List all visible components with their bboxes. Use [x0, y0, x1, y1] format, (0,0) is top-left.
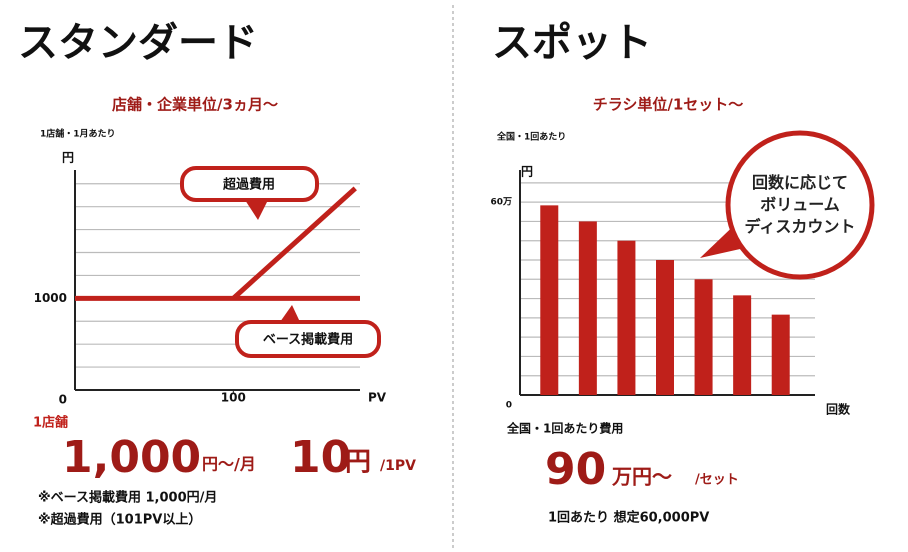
- y-axis-label: 円: [521, 165, 533, 179]
- heading: スタンダード: [18, 20, 258, 66]
- callout: 回数に応じてボリュームディスカウント: [700, 130, 875, 280]
- bar: [540, 205, 559, 395]
- note: 1店舗・1月あたり: [40, 128, 116, 140]
- y-tick-label: 1000: [34, 291, 67, 305]
- price-unit: 万円～: [611, 465, 672, 489]
- bar: [771, 314, 790, 395]
- label: 全国・1回あたり費用: [506, 421, 623, 436]
- x-axis-label: PV: [368, 391, 387, 405]
- heading: スポット: [492, 20, 652, 66]
- y-tick-label: 60万: [490, 197, 512, 208]
- y-tick-label: 0: [59, 393, 67, 407]
- callout: ベース掲載費用: [235, 305, 381, 358]
- note: ※ベース掲載費用 1,000円/月: [38, 490, 217, 506]
- price-unit: 円～/月: [202, 455, 256, 474]
- price-unit: 円: [345, 448, 371, 478]
- price-unit: /セット: [695, 473, 739, 488]
- price: 1,000: [62, 432, 201, 483]
- y-axis-label: 円: [62, 151, 74, 165]
- x-axis-label: 回数: [826, 402, 851, 417]
- bar: [694, 279, 713, 395]
- annotation: ベース掲載費用: [263, 332, 353, 348]
- bar: [578, 221, 597, 395]
- price-unit: /1PV: [380, 458, 416, 474]
- annotation: 超過費用: [223, 177, 275, 193]
- price: 10: [290, 432, 351, 483]
- x-tick-label: 100: [221, 391, 246, 405]
- bar: [617, 240, 636, 395]
- label: 1店舗: [33, 415, 68, 431]
- price: 90: [545, 444, 606, 495]
- callout: 超過費用: [180, 166, 319, 220]
- note: 1回あたり 想定60,000PV: [548, 510, 709, 526]
- subtitle: 店舗・企業単位/3ヵ月～: [112, 96, 278, 114]
- bar: [733, 295, 752, 395]
- bar: [656, 260, 674, 395]
- annotation: 回数に応じてボリュームディスカウント: [745, 173, 856, 236]
- y-tick-label: 0: [506, 401, 512, 411]
- note: ※超過費用（101PV以上）: [38, 512, 201, 528]
- note: 全国・1回あたり: [496, 131, 566, 143]
- line-series: [231, 186, 357, 301]
- subtitle: チラシ単位/1セット～: [593, 96, 744, 114]
